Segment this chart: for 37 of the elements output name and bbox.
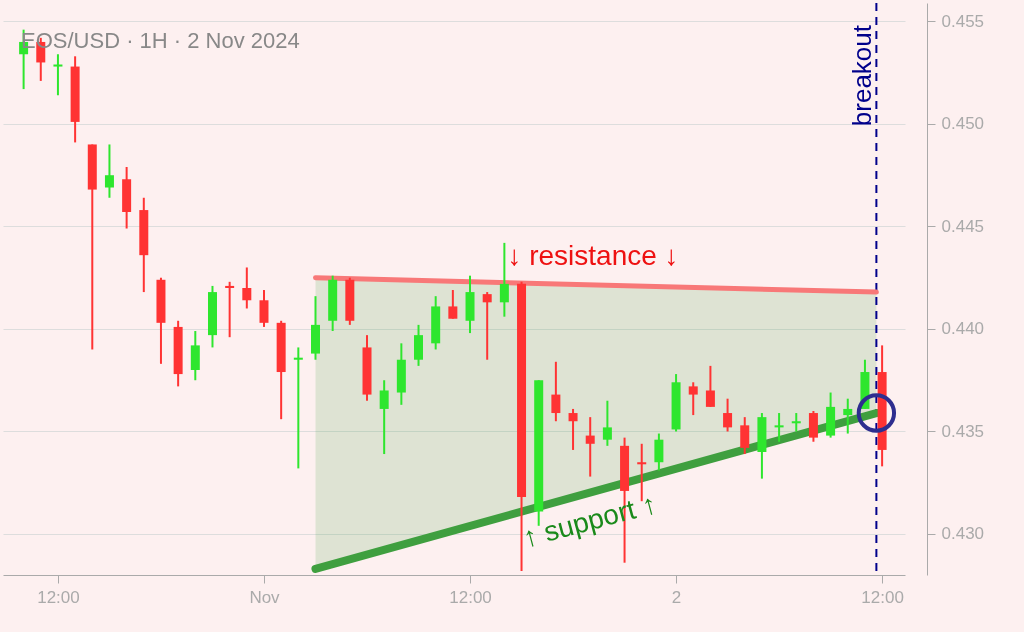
candlestick <box>242 266 252 310</box>
candlestick <box>843 397 853 435</box>
candlestick <box>705 364 715 408</box>
y-tick-label: 0.430 <box>941 524 985 544</box>
y-tick-label: 0.450 <box>941 114 985 134</box>
x-tick-label: 2 <box>671 587 682 607</box>
candlestick <box>688 381 698 417</box>
candlestick <box>740 416 750 456</box>
candlestick <box>259 289 269 328</box>
annotation: ↓ resistance ↓ <box>507 240 679 271</box>
candlestick <box>791 412 801 433</box>
candlestick <box>293 346 303 470</box>
candlestick <box>379 379 389 456</box>
y-tick-label: 0.440 <box>941 319 985 339</box>
x-tick-label: 12:00 <box>449 587 492 607</box>
candlestick <box>104 143 114 199</box>
candlestick <box>53 53 63 97</box>
candlestick <box>568 407 578 451</box>
candlestick <box>774 412 784 443</box>
y-tick-label: 0.445 <box>941 216 985 236</box>
x-tick-label: 12:00 <box>37 587 80 607</box>
candlestick <box>654 432 664 472</box>
candlestick <box>585 416 595 478</box>
annotation: ↑ support ↑ <box>519 487 660 554</box>
candlestick <box>602 399 612 447</box>
y-tick-label: 0.455 <box>941 11 985 31</box>
candlestick <box>448 289 458 320</box>
candlestick <box>637 442 647 503</box>
x-tick-label: Nov <box>249 587 281 607</box>
candlestick <box>482 291 492 361</box>
ref-line-label: breakout <box>847 24 878 127</box>
candlestick <box>723 397 733 433</box>
candlestick <box>225 280 235 339</box>
candlestick <box>551 360 561 423</box>
y-tick-label: 0.435 <box>941 421 985 441</box>
candlestick <box>499 241 509 318</box>
x-tick-label: 12:00 <box>861 587 904 607</box>
